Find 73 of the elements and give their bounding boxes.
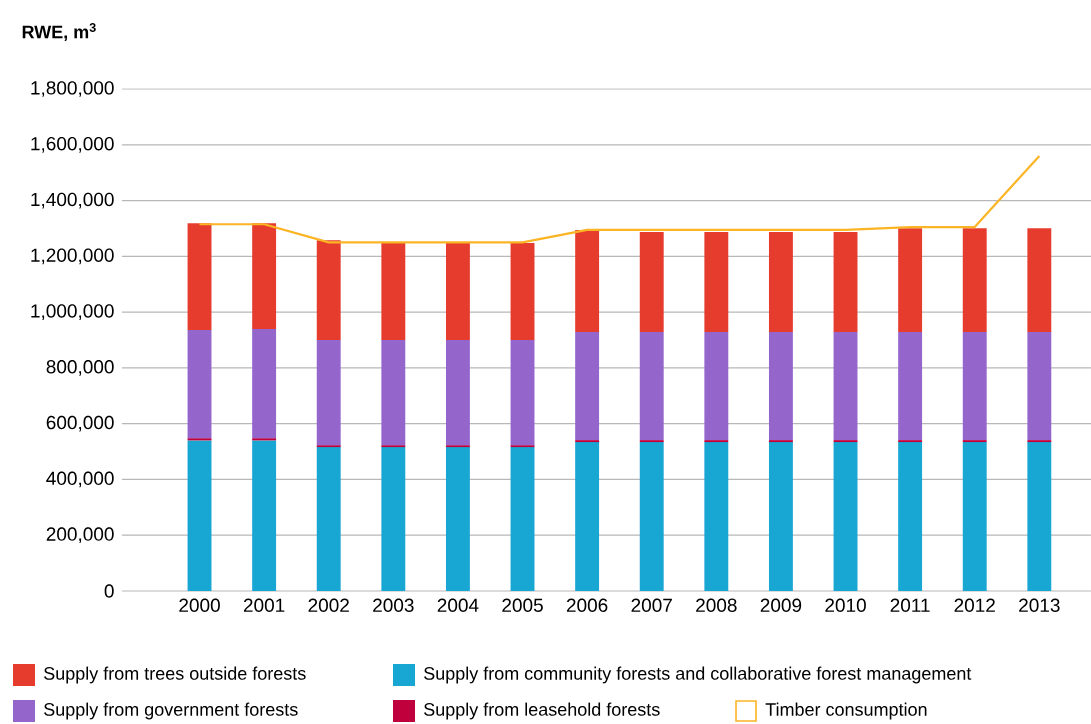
x-tick-label: 2008: [696, 598, 737, 612]
bar: [1027, 228, 1052, 332]
bar: [833, 331, 858, 441]
bar: [252, 438, 277, 441]
bar: [962, 442, 987, 591]
bar: [187, 440, 212, 591]
bar: [445, 340, 470, 446]
bar: [833, 442, 858, 591]
bar: [252, 223, 277, 330]
x-tick-label: 2013: [1019, 598, 1060, 612]
bar: [898, 228, 923, 332]
bar: [898, 331, 923, 441]
y-tick-label: 400,000: [46, 471, 114, 488]
bar: [187, 223, 212, 330]
bar: [962, 331, 987, 441]
y-tick-label: 1,000,000: [31, 304, 114, 320]
bar: [639, 232, 664, 332]
bar: [575, 442, 600, 591]
bar: [704, 331, 729, 441]
bar: [1027, 442, 1052, 591]
y-tick-label: 1,200,000: [31, 248, 114, 265]
bar: [445, 242, 470, 340]
x-tick-label: 2004: [437, 598, 479, 612]
y-tick-label: 1,400,000: [31, 192, 114, 209]
bar: [510, 242, 535, 340]
bar: [575, 230, 600, 332]
x-tick-label: 2000: [179, 598, 220, 612]
bar: [704, 232, 729, 332]
y-tick-label: 1,600,000: [31, 136, 114, 153]
x-tick-label: 2002: [308, 598, 349, 612]
x-tick-label: 2012: [954, 598, 995, 612]
legend-label: Supply from trees outside forests: [44, 666, 306, 684]
bar: [898, 442, 923, 591]
bar: [187, 329, 212, 439]
text: RWE, m$^{3}$: [22, 23, 96, 41]
bar: [768, 331, 793, 441]
bar: [510, 340, 535, 446]
x-tick-label: 2005: [502, 598, 543, 612]
bar: [962, 228, 987, 332]
x-tick-label: 2011: [890, 598, 930, 612]
bar: [768, 232, 793, 332]
legend-label: Timber consumption: [765, 702, 927, 720]
legend-label: Supply from leasehold forests: [424, 702, 660, 720]
x-tick-label: 2003: [373, 598, 414, 612]
bar: [316, 340, 341, 446]
y-tick-label: 1,800,000: [31, 81, 114, 97]
x-tick-label: 2007: [631, 598, 672, 612]
x-tick-label: 2001: [243, 598, 285, 612]
legend-label: Supply from community forests and collaborative forest management: [424, 666, 972, 684]
bar: [704, 442, 729, 591]
bar: [316, 240, 341, 340]
legend-label: Supply from government forests: [44, 702, 298, 720]
bar: [381, 340, 406, 446]
y-tick-label: 800,000: [46, 360, 114, 376]
bar: [510, 447, 535, 591]
x-tick-label: 2006: [566, 598, 608, 612]
y-tick-label: 600,000: [46, 415, 114, 432]
bar: [316, 447, 341, 591]
x-tick-label: 2010: [825, 598, 866, 612]
bar: [768, 442, 793, 591]
bar: [639, 442, 664, 591]
bar: [381, 447, 406, 591]
bar: [575, 331, 600, 441]
bar: [639, 331, 664, 441]
y-tick-label: 0: [104, 584, 114, 598]
bar: [833, 232, 858, 332]
x-tick-label: 2009: [760, 598, 802, 612]
y-tick-label: 200,000: [46, 527, 114, 544]
bar: [381, 242, 406, 340]
bar: [252, 329, 277, 439]
bar: [445, 447, 470, 591]
bar: [252, 440, 277, 591]
bar: [1027, 331, 1052, 441]
